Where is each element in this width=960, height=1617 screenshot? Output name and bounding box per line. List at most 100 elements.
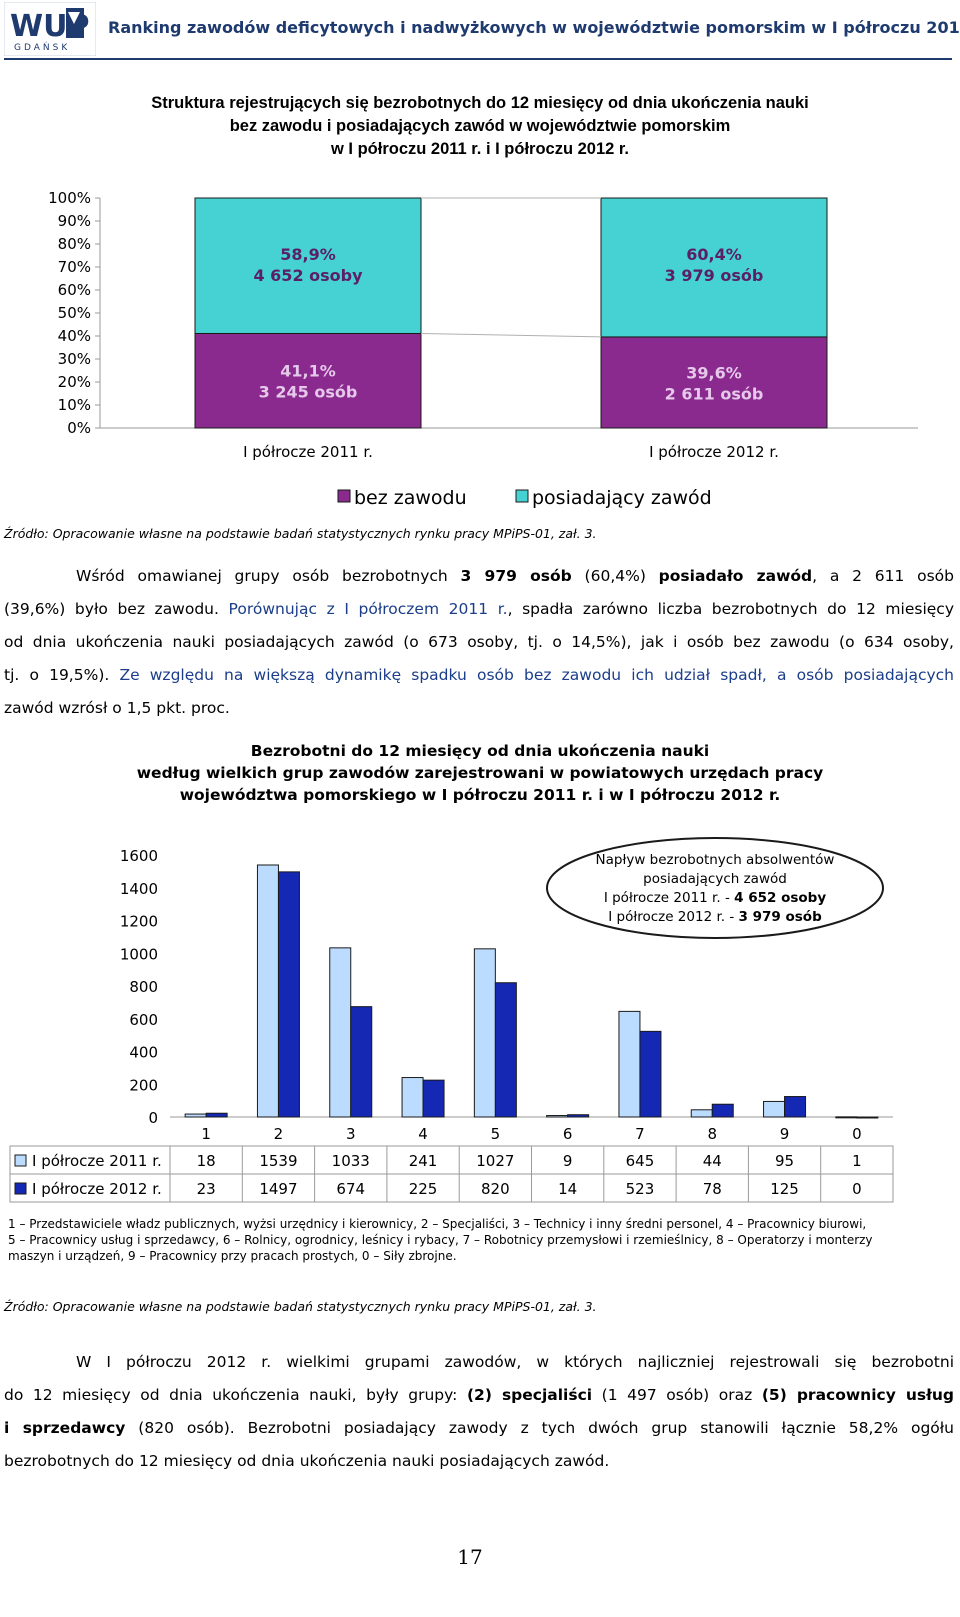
paragraph-line: do 12 miesięcy od dnia ukończenia nauki,… [4, 1386, 955, 1404]
chart1-bars [194, 197, 828, 429]
chart2-bar-2012 [422, 1079, 445, 1118]
chart1-labels: 41,1% 3 245 osób 58,9% 4 652 osoby I półrocz… [243, 245, 779, 461]
chart2-y-tick-label: 1600 [120, 847, 158, 865]
chart1-bar-bez-zawodu [600, 336, 828, 429]
chart1-y-tick-label: 50% [58, 304, 91, 322]
chart2-category-label: 6 [563, 1125, 573, 1143]
data-table-swatch [14, 1182, 27, 1195]
annotation-line: posiadających zawód [643, 871, 787, 887]
chart2-bar-2011 [184, 1113, 207, 1118]
chart1-bar-posiadajacy [194, 197, 422, 334]
chart2-bar-2011 [473, 948, 496, 1118]
chart2-category-label: 9 [780, 1125, 790, 1143]
data-table-value: 523 [626, 1180, 655, 1198]
data-table-swatch [14, 1154, 27, 1167]
chart2-bar-2012 [350, 1006, 373, 1118]
data-table-value: 23 [197, 1180, 216, 1198]
data-table-value: 225 [409, 1180, 438, 1198]
chart1-data-label: 3 979 osób [665, 266, 764, 285]
chart2-title-line: według wielkich grup zawodów zarejestrow… [136, 764, 824, 782]
data-table-value: 1027 [476, 1152, 514, 1170]
chart2-bar-2011 [690, 1109, 713, 1118]
chart1-y-tick-label: 20% [58, 373, 91, 391]
chart1-y-tick-label: 40% [58, 327, 91, 345]
chart1-data-label: 39,6% [686, 363, 742, 382]
chart2-bar-2012 [711, 1103, 734, 1118]
chart2-bar-2011 [256, 864, 279, 1118]
annotation-callout [546, 837, 884, 939]
legend-swatch-posiadajacy [515, 489, 529, 503]
chart2-category-label: 8 [707, 1125, 717, 1143]
note-line: maszyn i urządzeń, 9 – Pracownicy przy p… [8, 1249, 457, 1263]
chart2-title-line: Bezrobotni do 12 miesięcy od dnia ukończ… [250, 742, 710, 760]
chart2-y-tick-label: 1200 [120, 913, 158, 931]
chart2-category-label: 1 [201, 1125, 211, 1143]
data-table-value: 44 [703, 1152, 722, 1170]
chart2-category-label: 7 [635, 1125, 645, 1143]
chart1-y-tick-label: 0% [67, 419, 91, 437]
chart2-bar-2011 [546, 1115, 569, 1118]
chart1-y-tick-label: 100% [48, 189, 91, 207]
data-table-value: 1497 [259, 1180, 297, 1198]
chart1-data-label: 41,1% [280, 362, 336, 381]
header-rule [4, 58, 952, 60]
data-table-value: 1539 [259, 1152, 297, 1170]
chart1-stacked-bar: 100% 90% 80% 70% 60% 50% 40% 30% 20% 10% 0% 41,1% 3… [48, 189, 918, 509]
chart1-data-label: 60,4% [686, 245, 742, 264]
chart1-x-tick-label: I półrocze 2012 r. [649, 443, 779, 461]
data-table-value: 125 [770, 1180, 799, 1198]
chart2-y-tick-label: 1400 [120, 880, 158, 898]
chart2-bar-2012 [277, 871, 300, 1118]
paragraph-line: zawód wzrósł o 1,5 pkt. proc. [4, 699, 230, 717]
paragraph-line: (39,6%) było bez zawodu. Porównując z I … [4, 600, 954, 618]
paragraph-line: bezrobotnych do 12 miesięcy od dnia ukoń… [4, 1452, 610, 1470]
chart2-bar-2011 [329, 947, 352, 1118]
chart1-source: Źródło: Opracowanie własne na podstawie … [4, 526, 597, 541]
chart2-bar-2012 [205, 1112, 228, 1118]
chart1-data-label: 2 611 osób [665, 384, 764, 403]
chart1-x-tick-label: I półrocze 2011 r. [243, 443, 373, 461]
wup-logo: WUP GDAŃSK [3, 1, 97, 57]
chart2-bar-2012 [639, 1030, 662, 1118]
chart2-category-label: 3 [346, 1125, 356, 1143]
chart1-title-line: Struktura rejestrujących się bezrobotnyc… [151, 94, 809, 112]
chart1-data-label: 58,9% [280, 245, 336, 264]
chart1-series-line [420, 332, 602, 338]
chart2-y-tick-label: 200 [129, 1076, 158, 1094]
chart1-y-tick-label: 90% [58, 212, 91, 230]
chart1-legend: bez zawodu posiadający zawód [337, 487, 712, 509]
chart1-y-tick-label: 60% [58, 281, 91, 299]
annotation-text: I półrocze 2011 r. - [604, 890, 734, 906]
paragraph-line: W I półroczu 2012 r. wielkimi grupami za… [76, 1353, 954, 1371]
legend-swatch-bez-zawodu [337, 489, 351, 503]
chart1-bar-posiadajacy [600, 197, 828, 338]
chart2-y-tick-label: 0 [148, 1109, 158, 1127]
chart1-title: Struktura rejestrujących się bezrobotnyc… [120, 92, 840, 161]
chart2-category-label: 2 [274, 1125, 284, 1143]
paragraph-line: i sprzedawcy (820 osób). Bezrobotni posi… [4, 1419, 954, 1437]
paragraph-line: od dnia ukończenia nauki posiadających z… [4, 633, 954, 651]
document-header-title: Ranking zawodów deficytowych i nadwyżkow… [108, 18, 960, 37]
data-table-value: 645 [626, 1152, 655, 1170]
chart2-data-table: 1 2 3 4 5 6 7 8 9 0I półrocze 2011 r. 18 1539 1033 24… [9, 1125, 894, 1203]
chart2-bar-2011 [618, 1010, 641, 1118]
chart2-bar-2012 [494, 982, 517, 1118]
note-line: 1 – Przedstawiciele władz publicznych, w… [8, 1217, 867, 1231]
data-table-value: 820 [481, 1180, 510, 1198]
annotation-value: 4 652 osoby [734, 890, 826, 906]
chart1-y-tick-label: 10% [58, 396, 91, 414]
chart2-bar-2011 [401, 1077, 424, 1118]
chart1-title-line: w I półroczu 2011 r. i I półroczu 2012 r… [330, 140, 630, 158]
annotation-line: I półrocze 2012 r. - 3 979 osób [608, 909, 822, 925]
chart1-y-tick-label: 70% [58, 258, 91, 276]
chart1-y-tick-label: 80% [58, 235, 91, 253]
data-table-value: 1033 [332, 1152, 370, 1170]
legend-label: posiadający zawód [532, 487, 712, 509]
chart2-bar-2012 [567, 1114, 590, 1118]
chart2-category-label: 4 [418, 1125, 428, 1143]
data-table-value: 1 [852, 1152, 862, 1170]
data-table-series-name: I półrocze 2012 r. [32, 1180, 162, 1198]
chart1-data-label: 3 245 osób [259, 383, 358, 402]
chart2-bar-2012 [856, 1116, 879, 1119]
